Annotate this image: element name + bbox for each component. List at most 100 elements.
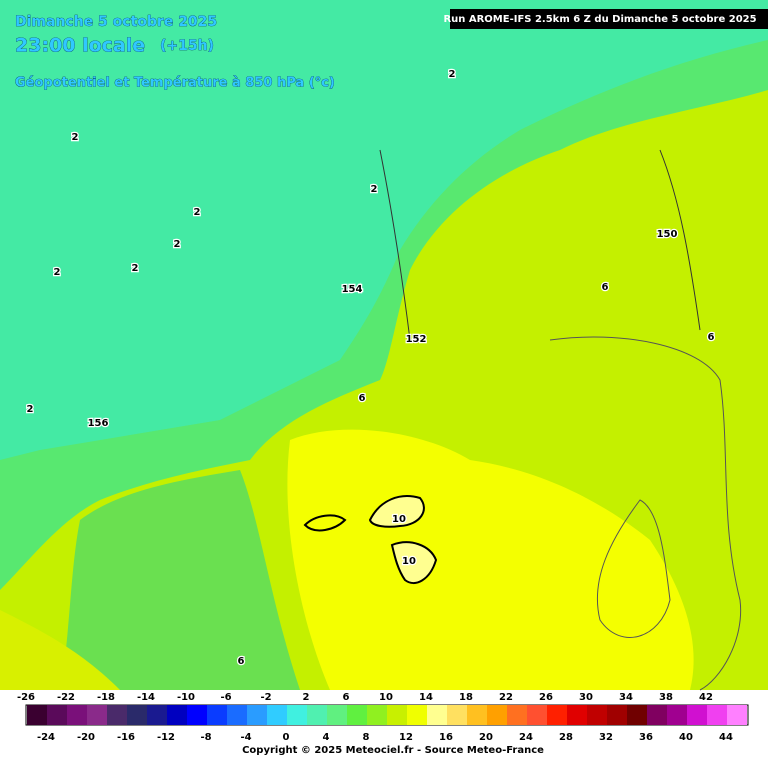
contour-label: 2 xyxy=(371,184,378,195)
colorbar-swatch xyxy=(187,705,207,725)
colorbar-swatch xyxy=(327,705,347,725)
colorbar-label: 2 xyxy=(303,692,310,703)
colorbar-label: -14 xyxy=(137,692,155,703)
colorbar-swatch xyxy=(107,705,127,725)
contour-label: 2 xyxy=(54,267,61,278)
colorbar-label: 12 xyxy=(399,732,413,743)
colorbar-label: 18 xyxy=(459,692,473,703)
colorbar-swatch xyxy=(227,705,247,725)
colorbar-label: -12 xyxy=(157,732,175,743)
local-time: 23:00 locale xyxy=(15,35,145,57)
colorbar-swatch xyxy=(627,705,647,725)
colorbar-label: 30 xyxy=(579,692,593,703)
colorbar-swatch xyxy=(207,705,227,725)
colorbar-swatch xyxy=(667,705,687,725)
colorbar-swatch xyxy=(567,705,587,725)
contour-label: 10 xyxy=(392,514,406,525)
colorbar-label: 42 xyxy=(699,692,713,703)
colorbar-swatch xyxy=(647,705,667,725)
contour-10 xyxy=(368,495,425,528)
colorbar-label: 36 xyxy=(639,732,653,743)
colorbar-swatch xyxy=(247,705,267,725)
colorbar-swatch xyxy=(727,705,747,725)
colorbar-label: -6 xyxy=(220,692,231,703)
colorbar-label: 26 xyxy=(539,692,553,703)
contour-label: 2 xyxy=(449,69,456,80)
colorbar-swatch xyxy=(347,705,367,725)
copyright: Copyright © 2025 Meteociel.fr - Source M… xyxy=(242,745,544,756)
colorbar-label: 28 xyxy=(559,732,573,743)
contour-label: 6 xyxy=(359,393,366,404)
colorbar-swatch xyxy=(267,705,287,725)
colorbar-swatch xyxy=(147,705,167,725)
contour-label: 150 xyxy=(657,229,678,240)
temp-2 xyxy=(0,0,768,460)
colorbar-label: -20 xyxy=(77,732,95,743)
colorbar-label: 4 xyxy=(323,732,330,743)
contour-label: 152 xyxy=(406,334,427,345)
lead-time: (+15h) xyxy=(160,38,214,54)
colorbar-label: -10 xyxy=(177,692,195,703)
run-info: Run AROME-IFS 2.5km 6 Z du Dimanche 5 oc… xyxy=(443,14,756,25)
temp-10 xyxy=(287,429,694,690)
colorbar-label: -8 xyxy=(200,732,211,743)
colorbar-swatch xyxy=(287,705,307,725)
contour-label: 2 xyxy=(27,404,34,415)
colorbar-label: 40 xyxy=(679,732,693,743)
colorbar-swatch xyxy=(707,705,727,725)
colorbar-label: 14 xyxy=(419,692,433,703)
colorbar-label: -18 xyxy=(97,692,115,703)
coastline xyxy=(549,336,742,691)
contour-label: 6 xyxy=(708,332,715,343)
contour-label: 2 xyxy=(174,239,181,250)
contour-label: 156 xyxy=(88,418,109,429)
colorbar-swatch xyxy=(687,705,707,725)
colorbar-label: 32 xyxy=(599,732,613,743)
colorbar-label: -22 xyxy=(57,692,75,703)
colorbar-label: 38 xyxy=(659,692,673,703)
contour-10 xyxy=(303,514,347,532)
colorbar-swatch xyxy=(407,705,427,725)
colorbar-label: -26 xyxy=(17,692,35,703)
colorbar-swatch xyxy=(27,705,47,725)
temp-6 xyxy=(60,470,300,690)
date: Dimanche 5 octobre 2025 xyxy=(15,14,217,30)
contour-label: 2 xyxy=(194,207,201,218)
colorbar-label: 0 xyxy=(283,732,290,743)
colorbar-swatch xyxy=(87,705,107,725)
colorbar-label: 34 xyxy=(619,692,633,703)
colorbar-label: 6 xyxy=(343,692,350,703)
colorbar-swatch xyxy=(447,705,467,725)
colorbar-swatch xyxy=(167,705,187,725)
temp-9 xyxy=(0,610,120,690)
colorbar-label: 16 xyxy=(439,732,453,743)
colorbar-swatch xyxy=(467,705,487,725)
colorbar-swatch xyxy=(487,705,507,725)
colorbar-label: -2 xyxy=(260,692,271,703)
colorbar-swatch xyxy=(527,705,547,725)
colorbar-label: -24 xyxy=(37,732,55,743)
contour-label: 6 xyxy=(238,656,245,667)
colorbar-label: 10 xyxy=(379,692,393,703)
colorbar-label: 22 xyxy=(499,692,513,703)
colorbar-label: 24 xyxy=(519,732,533,743)
contour-label: 154 xyxy=(342,284,363,295)
colorbar-swatch xyxy=(387,705,407,725)
subtitle: Géopotentiel et Température à 850 hPa (°… xyxy=(15,76,335,91)
contour-152 xyxy=(379,149,411,341)
contour-label: 2 xyxy=(72,132,79,143)
colorbar-label: -4 xyxy=(240,732,251,743)
colorbar-label: 20 xyxy=(479,732,493,743)
colorbar-swatch xyxy=(547,705,567,725)
contour-label: 6 xyxy=(602,282,609,293)
colorbar-swatch xyxy=(127,705,147,725)
colorbar-swatch xyxy=(507,705,527,725)
island-outline xyxy=(596,499,671,638)
contour-label: 2 xyxy=(132,263,139,274)
contour-150 xyxy=(659,149,701,331)
colorbar-swatch xyxy=(67,705,87,725)
contour-10 xyxy=(390,541,438,585)
map xyxy=(0,0,768,691)
contour-label: 10 xyxy=(402,556,416,567)
